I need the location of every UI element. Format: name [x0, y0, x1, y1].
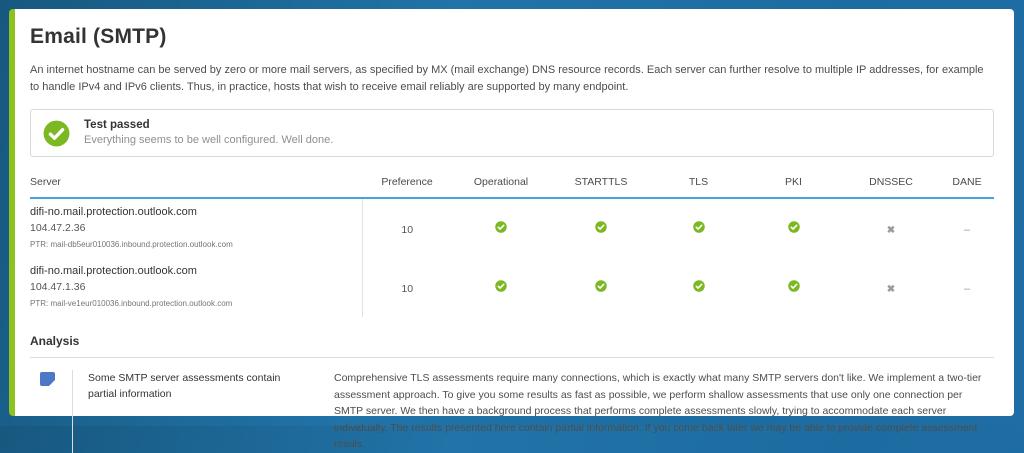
check-circle-icon [43, 120, 70, 146]
server-hostname: difi-no.mail.protection.outlook.com [30, 206, 197, 218]
check-circle-icon [692, 279, 705, 292]
column-header-tls: TLS [652, 170, 745, 199]
note-icon-wrap [40, 372, 55, 386]
column-header-preference: Preference [362, 170, 452, 199]
preference-value: 10 [401, 282, 414, 295]
test-passed-banner: Test passed Everything seems to be well … [30, 109, 994, 157]
check-circle-icon [495, 279, 507, 292]
server-ip: 104.47.2.36 [30, 222, 86, 234]
pki-status-cell [745, 258, 842, 317]
x-icon: ✖ [886, 224, 896, 236]
server-ptr: PTR: mail-db5eur010036.inbound.protectio… [30, 240, 233, 249]
analysis-heading: Analysis [30, 334, 994, 358]
section-description: An internet hostname can be served by ze… [30, 64, 984, 93]
starttls-status-cell [550, 198, 652, 258]
dane-status-cell: – [940, 258, 994, 317]
dash-icon: – [963, 223, 971, 236]
server-table-body: difi-no.mail.protection.outlook.com 104.… [30, 198, 994, 317]
column-header-server: Server [30, 170, 362, 199]
dnssec-status-cell: ✖ [842, 198, 940, 258]
pki-status-cell [745, 198, 842, 258]
analysis-item-body: Comprehensive TLS assessments require ma… [334, 372, 982, 450]
server-cell: difi-no.mail.protection.outlook.com 104.… [30, 198, 363, 258]
banner-title: Test passed [84, 119, 150, 131]
server-hostname: difi-no.mail.protection.outlook.com [30, 265, 197, 277]
analysis-item-title: Some SMTP server assessments contain par… [88, 372, 281, 400]
table-row: difi-no.mail.protection.outlook.com 104.… [30, 198, 994, 258]
preference-value: 10 [401, 223, 414, 236]
x-icon: ✖ [886, 283, 896, 295]
operational-status-cell [452, 258, 550, 317]
check-circle-icon [495, 220, 507, 233]
check-circle-icon [787, 279, 800, 292]
server-table-header: Server Preference Operational STARTTLS T… [30, 170, 994, 199]
dash-icon: – [963, 282, 971, 295]
result-card: Email (SMTP) An internet hostname can be… [9, 9, 1014, 453]
server-table: Server Preference Operational STARTTLS T… [30, 170, 994, 317]
analysis-item-divider [72, 370, 73, 453]
table-row: difi-no.mail.protection.outlook.com 104.… [30, 258, 994, 317]
column-header-operational: Operational [452, 170, 550, 199]
preference-cell: 10 [362, 258, 452, 317]
banner-text: Test passed Everything seems to be well … [84, 118, 333, 148]
check-circle-icon [595, 279, 607, 292]
check-circle-icon [595, 220, 607, 233]
card-content: Email (SMTP) An internet hostname can be… [15, 25, 1014, 453]
dane-status-cell: – [940, 198, 994, 258]
column-header-pki: PKI [745, 170, 842, 199]
server-ptr: PTR: mail-ve1eur010036.inbound.protectio… [30, 299, 233, 308]
starttls-status-cell [550, 258, 652, 317]
column-header-starttls: STARTTLS [550, 170, 652, 199]
banner-subtitle: Everything seems to be well configured. … [84, 134, 334, 146]
check-circle-icon [787, 220, 800, 233]
server-cell: difi-no.mail.protection.outlook.com 104.… [30, 258, 363, 317]
column-header-dnssec: DNSSEC [842, 170, 940, 199]
check-circle-icon [692, 220, 705, 233]
tls-status-cell [652, 258, 745, 317]
tls-status-cell [652, 198, 745, 258]
operational-status-cell [452, 198, 550, 258]
column-header-dane: DANE [940, 170, 994, 199]
dnssec-status-cell: ✖ [842, 258, 940, 317]
server-ip: 104.47.1.36 [30, 281, 86, 293]
note-icon [40, 372, 55, 386]
preference-cell: 10 [362, 198, 452, 258]
analysis-item: Some SMTP server assessments contain par… [30, 370, 994, 453]
page-title: Email (SMTP) [30, 25, 167, 48]
